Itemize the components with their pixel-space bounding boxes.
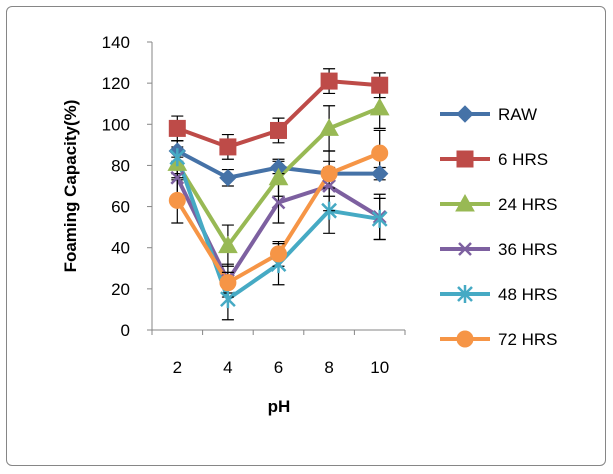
data-point-6-hrs — [270, 121, 287, 139]
x-axis-title: pH — [268, 397, 291, 416]
y-ticks: 0 20 40 60 80 100 120 140 — [102, 33, 152, 340]
data-point-6-hrs — [320, 72, 338, 90]
legend-label: RAW — [498, 105, 537, 124]
data-point-6-hrs — [168, 119, 186, 137]
legend-item-6-hrs: 6 HRS — [440, 150, 548, 169]
legend-marker — [456, 330, 474, 348]
x-tick-label: 4 — [223, 358, 232, 377]
y-tick-label: 100 — [102, 115, 130, 134]
legend-item-48-hrs: 48 HRS — [440, 285, 558, 304]
y-axis-title: Foaming Capacity(%) — [61, 100, 80, 273]
axes — [151, 42, 405, 331]
x-tick-label: 10 — [370, 358, 389, 377]
legend-label: 48 HRS — [498, 285, 558, 304]
legend-marker — [455, 193, 475, 212]
data-point-24-hrs — [268, 167, 289, 186]
legend-label: 72 HRS — [498, 330, 558, 349]
data-point-24-hrs — [369, 97, 390, 116]
y-tick-label: 20 — [111, 280, 130, 299]
data-point-6-hrs — [219, 138, 237, 156]
data-point-raw — [370, 164, 389, 183]
y-tick-label: 80 — [111, 156, 130, 175]
data-point-6-hrs — [371, 76, 389, 94]
x-tick-label: 6 — [274, 358, 283, 377]
data-point-36-hrs — [170, 170, 185, 185]
legend-marker — [457, 285, 473, 303]
y-tick-label: 120 — [102, 74, 130, 93]
y-tick-label: 40 — [111, 239, 130, 258]
legend-label: 36 HRS — [498, 240, 558, 259]
data-point-72-hrs — [371, 144, 389, 162]
legend-item-raw: RAW — [440, 105, 537, 124]
x-ticks: 2 4 6 8 10 — [151, 330, 406, 377]
data-point-72-hrs — [219, 274, 237, 292]
data-point-48-hrs — [220, 290, 236, 309]
markers-72-hrs — [168, 144, 389, 292]
series-layer — [167, 68, 390, 321]
markers-6-hrs — [168, 72, 389, 156]
data-point-48-hrs — [321, 201, 337, 220]
data-point-raw — [219, 169, 237, 187]
legend-marker — [456, 105, 474, 123]
x-tick-label: 8 — [324, 358, 333, 377]
legend-item-24-hrs: 24 HRS — [440, 193, 558, 214]
data-point-24-hrs — [218, 235, 238, 254]
data-point-72-hrs — [270, 245, 287, 263]
y-tick-label: 0 — [121, 321, 130, 340]
y-tick-label: 140 — [102, 33, 130, 52]
data-point-36-hrs — [322, 179, 336, 193]
markers-24-hrs — [167, 97, 390, 254]
legend-label: 6 HRS — [498, 150, 548, 169]
data-point-72-hrs — [168, 191, 186, 209]
legend: RAW 6 HRS 24 HRS 36 HRS 48 HRS 72 HRS — [440, 105, 558, 349]
data-point-48-hrs — [169, 148, 186, 167]
x-tick-label: 2 — [173, 358, 182, 377]
legend-label: 24 HRS — [498, 195, 558, 214]
data-point-72-hrs — [320, 165, 338, 183]
legend-marker — [458, 242, 472, 256]
legend-marker — [456, 150, 474, 168]
data-point-48-hrs — [371, 209, 388, 228]
y-tick-label: 60 — [111, 198, 130, 217]
legend-item-72-hrs: 72 HRS — [440, 330, 558, 349]
legend-item-36-hrs: 36 HRS — [440, 240, 558, 259]
data-point-36-hrs — [271, 195, 286, 210]
data-point-24-hrs — [319, 118, 339, 136]
